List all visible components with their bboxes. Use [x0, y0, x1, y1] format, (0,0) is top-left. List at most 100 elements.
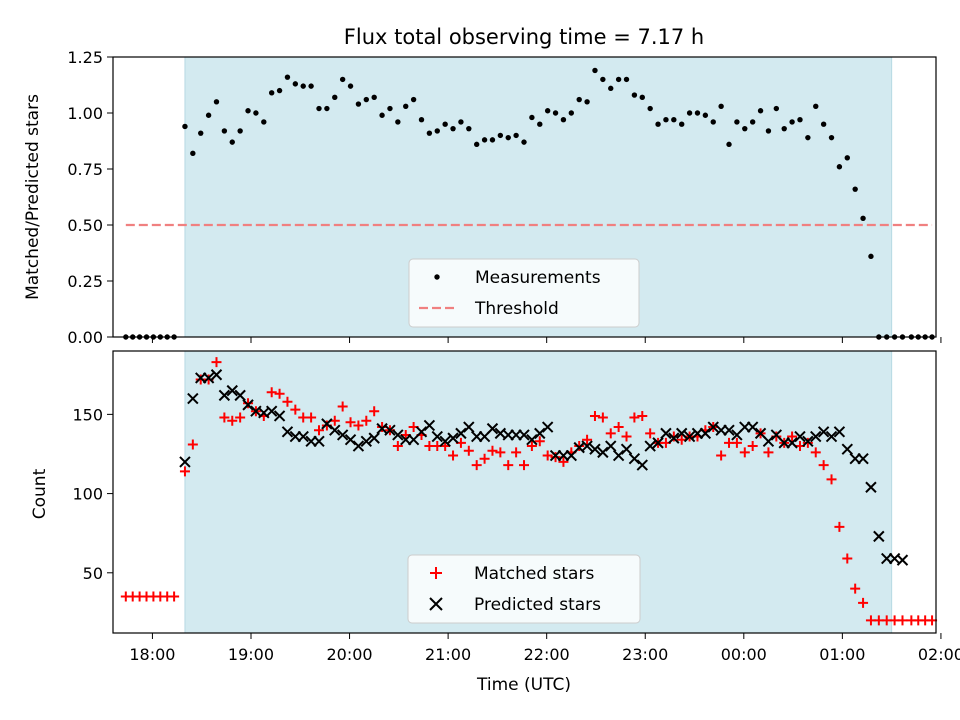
- matched-star-point: [550, 452, 561, 463]
- predicted-star-point: [597, 446, 609, 459]
- measurement-point: [497, 132, 504, 139]
- measurement-point: [213, 99, 220, 105]
- matched-star-point: [621, 431, 632, 442]
- predicted-star-point: [384, 424, 396, 436]
- predicted-star-point: [810, 430, 822, 443]
- predicted-star-point: [352, 440, 365, 452]
- measurement-point: [789, 119, 795, 125]
- measurement-point: [434, 128, 440, 134]
- matched-star-point: [763, 447, 774, 458]
- matched-star-point: [187, 439, 198, 450]
- predicted-star-point: [833, 426, 846, 438]
- measurement-point: [292, 81, 299, 87]
- top-panel: 0.00 0.25 0.50 0.75 1.00 1.25 Measurements Thre…: [67, 48, 942, 347]
- legend-marker: [434, 274, 440, 280]
- legend-label: Predicted stars: [474, 595, 601, 615]
- predicted-star-point: [652, 437, 664, 449]
- predicted-star-point: [234, 389, 246, 402]
- measurement-point: [450, 125, 456, 132]
- matched-star-point: [842, 553, 853, 564]
- measurement-point: [544, 108, 551, 114]
- predicted-star-point: [628, 453, 641, 465]
- predicted-star-point: [187, 392, 199, 405]
- measurement-point: [584, 99, 590, 105]
- y-tick-label: 0.75: [67, 160, 103, 179]
- matched-star-point: [747, 441, 758, 452]
- matched-star-point: [471, 460, 482, 471]
- matched-star-point: [503, 460, 514, 471]
- matched-star-point: [637, 410, 648, 421]
- measurement-point: [868, 253, 874, 260]
- matched-star-point: [542, 450, 553, 461]
- measurement-point: [395, 119, 401, 125]
- measurement-point: [608, 85, 614, 92]
- measurement-point: [726, 141, 732, 148]
- matched-star-point: [313, 425, 324, 436]
- predicted-star-point: [210, 369, 223, 381]
- matched-star-point: [306, 412, 317, 423]
- y-tick-label: 0.00: [67, 328, 103, 347]
- x-axis-label: Time (UTC): [476, 675, 571, 695]
- predicted-star-point: [486, 422, 499, 435]
- predicted-star-point: [313, 435, 325, 448]
- predicted-star-point: [526, 434, 538, 446]
- legend-marker: [429, 597, 443, 611]
- measurement-point: [813, 103, 819, 109]
- predicted-star-point: [865, 481, 877, 493]
- predicted-star-point: [817, 426, 830, 438]
- matched-star-point: [810, 447, 821, 458]
- matched-star-point: [392, 441, 403, 452]
- matched-star-point: [850, 583, 861, 594]
- matched-star-point: [582, 434, 593, 445]
- measurement-point: [261, 119, 267, 125]
- legend: Measurements Threshold: [408, 258, 640, 328]
- matched-star-point: [487, 445, 498, 456]
- predicted-star-point: [873, 530, 885, 543]
- x-tick-label: 02:00: [918, 645, 960, 664]
- predicted-star-point: [336, 429, 349, 441]
- measurement-point: [765, 128, 772, 134]
- legend: Matched stars Predicted stars: [407, 554, 641, 624]
- measurement-point: [576, 96, 582, 103]
- predicted-star-point: [660, 427, 672, 440]
- predicted-star-point: [321, 418, 333, 430]
- predicted-star-point: [541, 421, 554, 433]
- matched-star-point: [597, 412, 608, 423]
- y-tick-label: 1.25: [67, 48, 103, 67]
- measurement-point: [631, 92, 638, 98]
- chart-title: Flux total observing time = 7.17 h: [344, 25, 704, 49]
- x-tick-label: 20:00: [326, 645, 372, 664]
- predicted-star-point: [447, 432, 459, 444]
- predicted-star-point: [281, 426, 294, 438]
- top-y-axis-label: Matched/Predicted stars: [23, 94, 43, 300]
- measurement-point: [663, 117, 669, 123]
- measurement-point: [529, 114, 535, 121]
- measurement-point: [284, 74, 291, 80]
- matched-star-point: [716, 450, 727, 461]
- measurement-point: [600, 76, 606, 83]
- y-tick-label: 150: [72, 405, 103, 424]
- bottom-y-axis-label: Count: [30, 468, 50, 519]
- matched-star-point: [519, 460, 530, 471]
- predicted-star-point: [857, 453, 869, 465]
- matched-star-point: [211, 357, 222, 368]
- matched-star-point: [179, 466, 190, 477]
- predicted-star-point: [392, 429, 404, 441]
- measurement-point: [403, 103, 409, 109]
- matched-star-point: [826, 474, 837, 485]
- predicted-star-point: [723, 424, 735, 436]
- matched-star-point: [834, 521, 845, 532]
- predicted-star-point: [265, 405, 278, 417]
- predicted-star-point: [589, 443, 601, 455]
- predicted-star-point: [329, 424, 341, 436]
- measurement-point: [639, 94, 645, 101]
- y-tick-label: 1.00: [67, 104, 103, 123]
- x-tick-label: 19:00: [228, 645, 274, 664]
- measurement-point: [513, 132, 519, 139]
- measurement-point: [339, 76, 346, 83]
- measurement-point: [844, 155, 850, 161]
- matched-star-point: [645, 428, 656, 439]
- measurement-point: [773, 105, 780, 112]
- predicted-star-point: [179, 456, 191, 468]
